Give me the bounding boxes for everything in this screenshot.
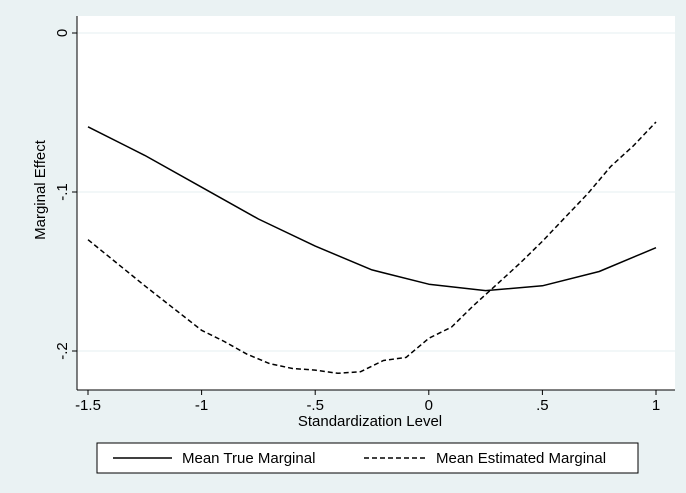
legend-label-estimated: Mean Estimated Marginal <box>436 450 606 467</box>
x-tick-label-4: .5 <box>536 397 549 414</box>
x-axis-title: Standardization Level <box>298 413 442 430</box>
legend: Mean True Marginal Mean Estimated Margin… <box>96 442 639 474</box>
x-tick-label-1: -1 <box>195 397 208 414</box>
x-tick-label-5: 1 <box>652 397 660 414</box>
y-axis-title: Marginal Effect <box>32 139 49 240</box>
x-tick-label-3: 0 <box>425 397 433 414</box>
plot-area <box>77 16 675 390</box>
y-tick-label-2: -.2 <box>54 342 71 360</box>
legend-label-true: Mean True Marginal <box>182 450 315 467</box>
y-tick-label-0: 0 <box>54 29 71 37</box>
series-line-estimated-marginal <box>87 121 657 375</box>
y-tick-label-1: -.1 <box>54 183 71 201</box>
x-tick-label-2: -.5 <box>306 397 324 414</box>
series-line-true-marginal <box>87 126 657 292</box>
series-lines <box>87 121 657 375</box>
grid-lines <box>77 32 675 352</box>
axes: 0 -.1 -.2 -1.5 -1 -.5 0 .5 1 <box>54 16 675 414</box>
x-tick-label-0: -1.5 <box>75 397 101 414</box>
